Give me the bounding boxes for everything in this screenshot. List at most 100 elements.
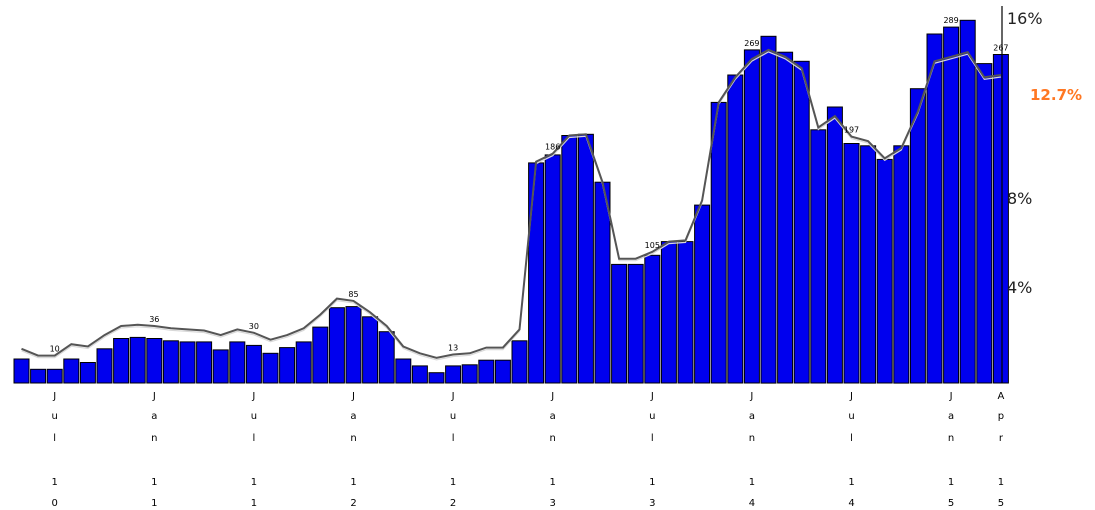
x-tick-44-char-1: a	[749, 411, 755, 422]
x-tick-50-char-2: l	[850, 433, 853, 444]
x-tick-32-char-5: 3	[550, 498, 556, 509]
x-tick-2-char-1: u	[52, 411, 58, 422]
x-tick-20-char-0: J	[351, 391, 355, 402]
x-tick-26-char-4: 1	[450, 477, 456, 488]
bar-41	[694, 204, 711, 384]
data-label-50: 197	[844, 126, 859, 135]
x-tick-38-char-1: u	[649, 411, 655, 422]
bar-52	[876, 158, 893, 384]
x-tick-2-char-0: J	[52, 391, 56, 402]
x-tick-14-char-4: 1	[251, 477, 257, 488]
bar-31	[528, 162, 545, 384]
x-tick-56-char-0: J	[949, 391, 953, 402]
bar-40	[677, 241, 694, 384]
bar-14	[245, 344, 262, 384]
y-tick-4: 4%	[1007, 278, 1032, 297]
bar-19	[328, 307, 345, 384]
bar-51	[860, 145, 877, 384]
bar-9	[162, 340, 179, 384]
bar-46	[777, 51, 794, 384]
x-tick-2-char-4: 1	[52, 477, 58, 488]
x-tick-8-char-2: n	[151, 433, 157, 444]
bar-12	[212, 349, 229, 384]
data-label-44: 269	[744, 39, 759, 48]
bar-11	[196, 341, 213, 384]
x-tick-labels-group: Jul10Jan11Jul11Jan12Jul12Jan13Jul13Jan14…	[52, 391, 1005, 509]
x-tick-8-char-0: J	[152, 391, 156, 402]
x-tick-59-char-5: 5	[998, 498, 1004, 509]
bar-2	[46, 368, 63, 384]
x-tick-32-char-2: n	[550, 433, 556, 444]
x-tick-2-char-5: 0	[52, 498, 58, 509]
x-tick-56-char-2: n	[948, 433, 954, 444]
bar-1	[30, 368, 47, 384]
x-tick-38-char-0: J	[650, 391, 654, 402]
bar-49	[826, 106, 843, 384]
x-tick-59-char-1: p	[998, 411, 1004, 422]
x-tick-56-char-5: 5	[948, 498, 954, 509]
bar-47	[793, 60, 810, 384]
x-tick-56-char-1: a	[948, 411, 954, 422]
bar-13	[229, 341, 246, 384]
bar-25	[428, 372, 445, 384]
bar-35	[594, 181, 611, 384]
bar-4	[79, 362, 96, 384]
x-tick-38-char-4: 1	[649, 477, 655, 488]
bar-55	[926, 33, 943, 384]
data-label-32: 186	[545, 143, 560, 152]
y-tick-16: 16%	[1007, 9, 1043, 28]
x-tick-56-char-4: 1	[948, 477, 954, 488]
x-tick-26-char-1: u	[450, 411, 456, 422]
x-tick-26-char-2: l	[452, 433, 455, 444]
bar-57	[959, 19, 976, 384]
x-tick-32-char-1: a	[550, 411, 556, 422]
trend-group	[21, 48, 1002, 361]
x-tick-20-char-5: 2	[350, 498, 356, 509]
current-value-label: 12.7%	[1030, 86, 1082, 104]
bar-0	[13, 358, 30, 384]
bar-22	[378, 331, 395, 384]
bar-24	[411, 365, 428, 384]
data-label-14: 30	[249, 322, 259, 331]
bar-37	[627, 263, 644, 384]
x-tick-26-char-5: 2	[450, 498, 456, 509]
x-tick-14-char-5: 1	[251, 498, 257, 509]
bar-18	[312, 326, 329, 384]
x-tick-14-char-0: J	[251, 391, 255, 402]
bar-38	[644, 254, 661, 384]
bar-58	[976, 63, 993, 384]
bar-21	[362, 316, 379, 384]
x-tick-2-char-2: l	[53, 433, 56, 444]
bar-10	[179, 341, 196, 384]
bar-23	[395, 358, 412, 384]
x-tick-50-char-1: u	[848, 411, 854, 422]
data-label-8: 36	[149, 315, 159, 324]
x-tick-59-char-4: 1	[998, 477, 1004, 488]
bar-32	[544, 154, 561, 384]
data-label-38: 105	[645, 241, 660, 250]
x-tick-44-char-4: 1	[749, 477, 755, 488]
x-tick-8-char-4: 1	[151, 477, 157, 488]
bar-54	[909, 88, 926, 384]
bar-27	[461, 364, 478, 384]
x-tick-44-char-0: J	[749, 391, 753, 402]
bar-8	[146, 338, 163, 384]
bar-45	[760, 35, 777, 384]
bar-30	[511, 340, 528, 384]
trend-line	[21, 48, 1002, 359]
bar-59	[992, 54, 1009, 384]
bar-17	[295, 341, 312, 384]
x-tick-59-char-2: r	[999, 433, 1004, 444]
x-tick-38-char-5: 3	[649, 498, 655, 509]
trend-line-shadow	[21, 51, 1001, 361]
x-tick-44-char-2: n	[749, 433, 755, 444]
bar-53	[893, 145, 910, 384]
x-tick-14-char-2: l	[253, 433, 256, 444]
x-tick-50-char-4: 1	[848, 477, 854, 488]
bar-33	[561, 135, 578, 384]
bar-5	[96, 348, 113, 384]
bar-3	[63, 358, 80, 384]
x-tick-38-char-2: l	[651, 433, 654, 444]
bar-16	[279, 347, 296, 384]
x-tick-14-char-1: u	[251, 411, 257, 422]
